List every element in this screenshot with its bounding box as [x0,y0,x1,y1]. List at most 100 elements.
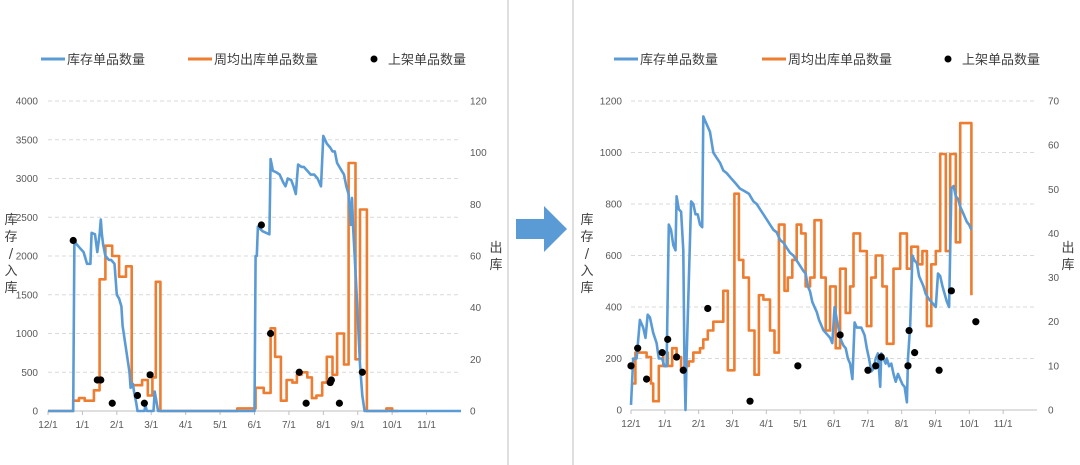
legend-item-shelf: 上架单品数量 [370,53,466,68]
y-right-axis-title-char: 库 [489,257,502,273]
legend-marker-shelf [944,55,952,63]
series-stock-line [629,115,973,412]
y-left-axis-title-char: 存 [580,230,593,245]
series-shelf-points [69,221,366,407]
y-right-tick-label: 70 [1048,97,1060,108]
shelf-point [302,399,310,407]
x-tick-label: 11/1 [994,419,1013,430]
y-left-label-before: 库存/入库 [4,212,17,296]
y-left-tick-label: 3500 [16,135,39,146]
x-tick-label: 8/1 [895,419,909,430]
legend-item-stock: 库存单品数量 [614,52,718,68]
legend-before: 库存单品数量 周均出库单品数量 上架单品数量 [41,52,466,68]
y-left-axis-title-char: 存 [4,230,17,245]
shelf-point [905,326,913,335]
y-left-axis-title-char: 库 [580,212,593,228]
right-arrow-icon [516,206,567,252]
y-right-tick-label: 100 [470,148,487,159]
x-tick-label: 2/1 [692,419,706,430]
x-tick-label: 3/1 [144,420,158,431]
y-left-ticks-after: 0 200 400 600 800 1000 1200 [600,97,623,417]
x-ticks-before: 12/1 1/1 2/1 3/1 4/1 5/1 6/1 7/1 8/1 9/1 10/1 11/1 [38,411,436,431]
shelf-point [673,353,681,361]
x-tick-label: 12/1 [38,420,58,431]
y-left-ticks-before: 0 500 1000 1500 2000 2500 3000 3500 4000 [16,97,39,418]
y-left-tick-label: 1500 [16,290,39,301]
y-right-tick-label: 20 [1048,317,1060,328]
x-tick-label: 3/1 [726,419,740,430]
shelf-point [658,349,666,357]
chart-before: 库存单品数量 周均出库单品数量 上架单品数量 05001000150020002… [4,52,502,431]
y-left-axis-title-char: 库 [580,280,593,296]
x-tick-label: 10/1 [960,419,980,430]
shelf-point [911,349,919,357]
legend-label-weekly-out: 周均出库单品数量 [788,52,892,68]
shelf-point [634,344,642,352]
shelf-point [864,366,872,374]
y-right-axis-title-char: 出 [489,241,502,256]
y-right-tick-label: 80 [470,200,482,211]
x-tick-label: 7/1 [282,420,296,431]
shelf-point [746,397,754,405]
shelf-point [794,362,802,370]
legend-label-shelf: 上架单品数量 [388,53,466,68]
shelf-point [704,304,712,313]
y-left-tick-label: 1000 [600,148,623,159]
x-tick-label: 10/1 [382,420,402,431]
y-left-label-after: 库存/入库 [580,212,593,296]
x-tick-label: 4/1 [179,420,193,431]
y-right-tick-label: 10 [1048,361,1060,372]
legend-marker-shelf [370,55,378,63]
shelf-point [947,287,955,295]
y-left-tick-label: 600 [605,251,622,262]
y-right-ticks-before: 0 20 40 60 80 100 120 [470,97,487,418]
y-left-tick-label: 2000 [16,252,39,263]
y-right-label-after: 出库 [1061,241,1074,273]
x-tick-label: 4/1 [759,419,773,430]
y-right-axis-title-char: 库 [1061,257,1074,273]
y-left-tick-label: 4000 [16,97,39,108]
shelf-point [872,362,880,370]
legend-label-shelf: 上架单品数量 [962,53,1040,68]
y-right-tick-label: 40 [470,303,482,314]
y-right-tick-label: 120 [470,97,487,108]
y-right-ticks-after: 0 10 20 30 40 50 60 70 [1048,97,1060,417]
y-right-tick-label: 30 [1048,273,1060,284]
shelf-point [295,368,303,376]
y-left-tick-label: 400 [605,303,622,314]
y-left-axis-title-char: 入 [580,264,593,279]
x-tick-label: 5/1 [793,419,807,430]
y-right-tick-label: 60 [470,252,482,263]
y-left-tick-label: 200 [605,354,622,365]
x-tick-label: 1/1 [75,420,89,431]
legend-after: 库存单品数量 周均出库单品数量 上架单品数量 [614,52,1040,68]
y-right-tick-label: 0 [470,407,476,418]
legend-item-stock: 库存单品数量 [41,52,145,68]
shelf-point [140,399,148,407]
shelf-point [664,335,672,343]
shelf-point [146,371,154,379]
x-tick-label: 11/1 [417,420,436,431]
y-right-tick-label: 40 [1048,229,1060,240]
y-left-axis-title-char: / [585,247,590,262]
y-left-tick-label: 1000 [16,329,39,340]
y-right-axis-title-char: 出 [1061,241,1074,256]
shelf-point [358,368,366,376]
y-left-axis-title-char: 库 [4,280,17,296]
x-tick-label: 6/1 [827,419,841,430]
x-tick-label: 8/1 [316,420,330,431]
shelf-point [266,329,275,338]
y-left-axis-title-char: 入 [4,264,17,279]
legend-item-weekly-out: 周均出库单品数量 [188,52,318,68]
series-weekly-out-line [631,121,973,403]
x-tick-label: 12/1 [621,419,641,430]
x-tick-label: 6/1 [248,420,262,431]
shelf-point [69,236,77,245]
series-shelf-points [627,287,980,405]
y-right-tick-label: 50 [1048,185,1060,196]
y-left-tick-label: 800 [605,200,622,211]
y-right-tick-label: 0 [1048,406,1054,417]
shelf-point [257,221,265,229]
x-tick-label: 9/1 [929,419,943,430]
